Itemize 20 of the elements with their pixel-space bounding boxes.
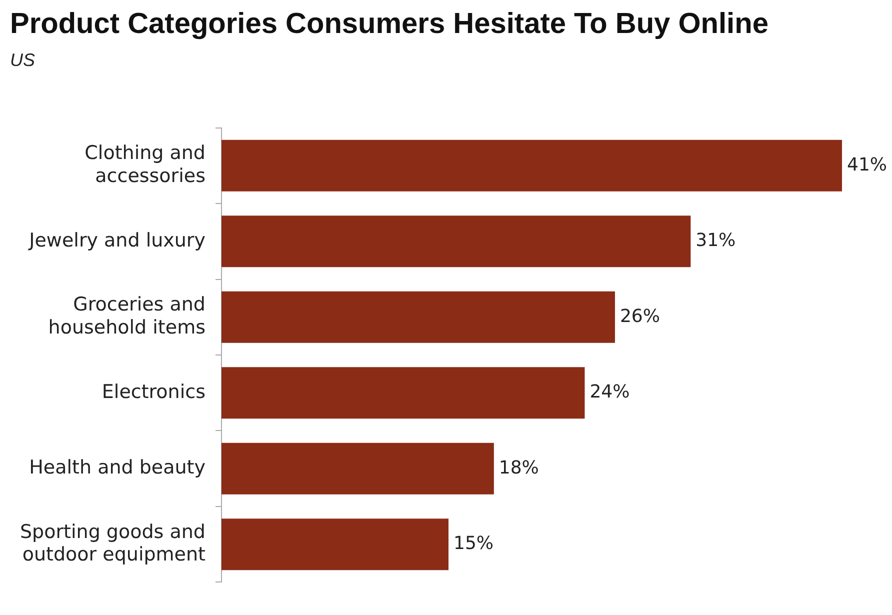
bar bbox=[221, 291, 615, 343]
text: US bbox=[10, 50, 36, 71]
y-tick-label: Groceries and household items bbox=[48, 294, 206, 338]
data-label: 31% bbox=[696, 230, 736, 252]
y-tick-label: Jewelry and luxury bbox=[28, 229, 206, 252]
y-tick-label: Clothing and accessories bbox=[84, 142, 206, 188]
bar bbox=[221, 442, 494, 494]
y-tick-label: Health and beauty bbox=[29, 456, 206, 479]
data-label: 15% bbox=[454, 533, 494, 554]
data-label: 41% bbox=[847, 154, 888, 176]
bar bbox=[221, 367, 585, 419]
y-tick-label: Sporting goods and outdoor equipment bbox=[20, 520, 206, 566]
data-label: 18% bbox=[498, 457, 539, 478]
bar bbox=[221, 216, 691, 268]
bar bbox=[221, 140, 842, 192]
data-label: 24% bbox=[590, 382, 630, 403]
chart-title: Product Categories Consumers Hesitate To Buy Online bbox=[10, 8, 768, 41]
data-label: 26% bbox=[620, 306, 660, 327]
y-tick-label: Electronics bbox=[102, 380, 206, 403]
bar bbox=[221, 518, 448, 570]
